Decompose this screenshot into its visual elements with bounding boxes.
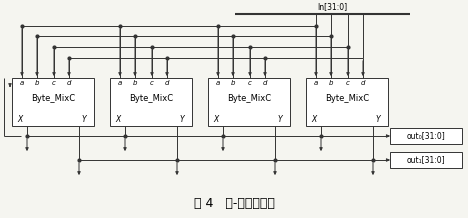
Text: Byte_MixC: Byte_MixC [129,94,173,102]
Text: Y: Y [376,114,380,124]
Text: c: c [248,80,252,86]
Text: a: a [314,80,318,86]
Text: a: a [20,80,24,86]
Text: d: d [165,80,169,86]
Text: c: c [150,80,154,86]
Text: d: d [361,80,365,86]
Text: c: c [346,80,350,86]
Bar [208,78,290,126]
Text: b: b [329,80,333,86]
Text: X: X [311,114,317,124]
Text: d: d [67,80,71,86]
Text: In[31:0]: In[31:0] [317,2,348,11]
Text: X: X [17,114,22,124]
Bar [390,128,462,144]
Text: a: a [216,80,220,86]
Text: d: d [263,80,267,86]
Bar [306,78,388,126]
Text: c: c [52,80,56,86]
Text: X: X [213,114,219,124]
Text: b: b [133,80,137,86]
Text: 图 4   字-列混合模块: 图 4 字-列混合模块 [194,197,274,210]
Text: Byte_MixC: Byte_MixC [325,94,369,102]
Bar [390,152,462,168]
Bar [110,78,192,126]
Text: Y: Y [82,114,86,124]
Text: Byte_MixC: Byte_MixC [31,94,75,102]
Text: Y: Y [278,114,282,124]
Text: out₀[31:0]: out₀[31:0] [407,131,446,140]
Text: a: a [118,80,122,86]
Text: X: X [116,114,121,124]
Text: Y: Y [180,114,184,124]
Text: Byte_MixC: Byte_MixC [227,94,271,102]
Text: b: b [231,80,235,86]
Bar [12,78,94,126]
Text: out₁[31:0]: out₁[31:0] [407,155,446,165]
Text: b: b [35,80,39,86]
